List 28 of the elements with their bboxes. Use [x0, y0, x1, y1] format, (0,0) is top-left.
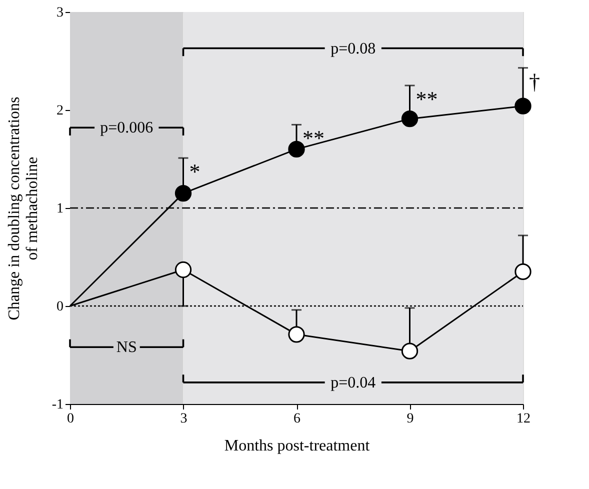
point — [514, 98, 532, 114]
point — [514, 263, 532, 280]
annotation: p=0.006 — [100, 120, 154, 137]
annotation: p=0.04 — [330, 374, 376, 392]
annotation: ** — [302, 126, 324, 151]
annotation: NS — [116, 339, 137, 356]
annotation: * — [189, 159, 200, 184]
y-tick-label: 0 — [56, 300, 64, 314]
x-tick-label: 9 — [406, 412, 414, 426]
point — [288, 326, 305, 343]
point — [401, 110, 418, 128]
point — [174, 261, 192, 278]
annotation: † — [529, 68, 540, 94]
y-tick-label: -1 — [52, 398, 64, 412]
y-axis-title: Change in doubling concentrations of methacholine — [6, 96, 41, 320]
y-tick-label: 3 — [56, 6, 64, 20]
annotation: p=0.08 — [330, 40, 376, 58]
annotation: ** — [416, 86, 438, 112]
x-tick-label: 12 — [516, 412, 530, 426]
x-tick-label: 6 — [294, 412, 300, 426]
y-tick-label: 2 — [56, 104, 64, 118]
x-axis-title: Months post-treatment — [224, 438, 370, 454]
point — [401, 342, 418, 360]
point — [288, 140, 305, 158]
x-tick-label: 3 — [180, 412, 188, 426]
x-tick-label: 0 — [67, 412, 74, 426]
point — [174, 184, 192, 202]
y-tick-label: 1 — [56, 202, 64, 216]
